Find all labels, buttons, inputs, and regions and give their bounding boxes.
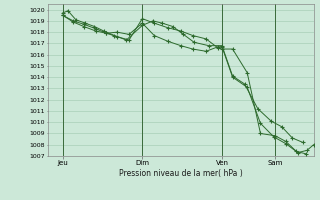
X-axis label: Pression niveau de la mer( hPa ): Pression niveau de la mer( hPa ) bbox=[119, 169, 243, 178]
